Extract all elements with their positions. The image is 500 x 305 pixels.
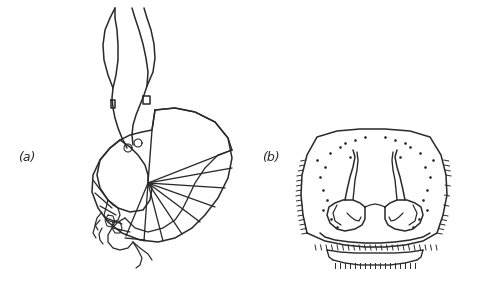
Text: (b): (b) xyxy=(262,152,280,164)
Text: (a): (a) xyxy=(18,152,36,164)
